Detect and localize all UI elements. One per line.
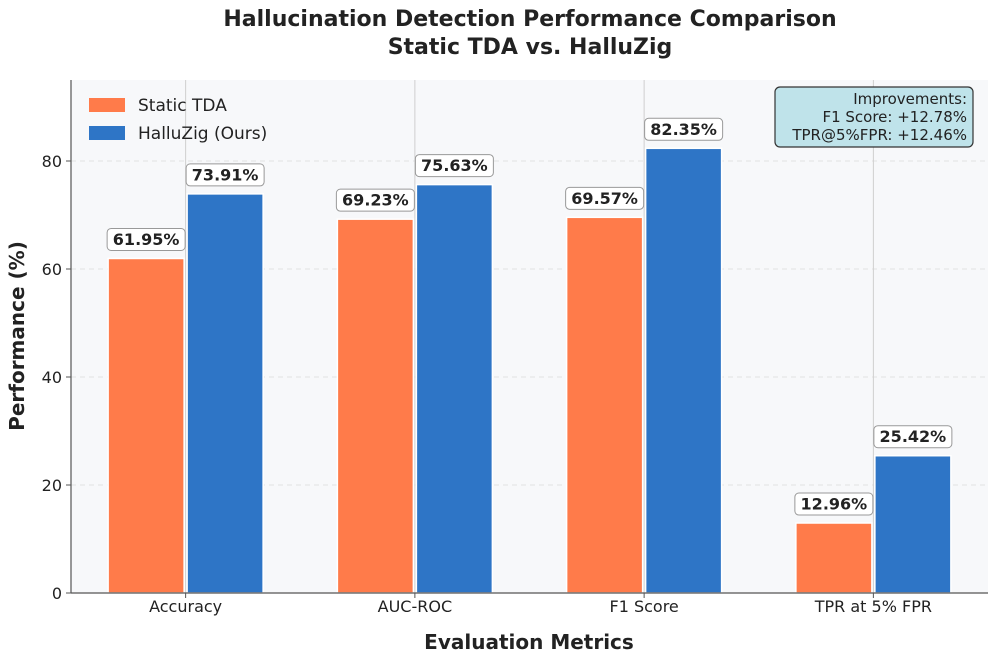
data-label-text: 82.35%	[650, 120, 717, 139]
data-label-text: 69.57%	[571, 189, 638, 208]
legend: Static TDA HalluZig (Ours)	[89, 96, 267, 144]
data-label-box	[185, 163, 265, 187]
legend-swatch-static-tda	[89, 98, 125, 112]
x-tick-label: AUC-ROC	[378, 597, 452, 616]
axes: 0 20 40 60 80 Accuracy AUC-ROC F1 Score TPR at 5…	[42, 80, 988, 616]
data-label-text: 61.95%	[113, 230, 180, 249]
legend-label-halluzig: HalluZig (Ours)	[138, 124, 267, 144]
y-tick-label: 60	[42, 260, 62, 279]
y-tick-label: 40	[42, 368, 62, 387]
bar-static-tda-3	[795, 522, 873, 594]
y-tick-label: 0	[52, 584, 62, 603]
data-label-text: 69.23%	[342, 191, 409, 210]
data-label-box	[794, 492, 874, 516]
annotation-box	[774, 86, 974, 148]
legend-label-static-tda: Static TDA	[138, 96, 227, 116]
y-axis-label: Performance (%)	[5, 241, 29, 431]
data-label-text: 25.42%	[880, 427, 947, 446]
bar-static-tda-0	[107, 257, 185, 594]
bar-halluzig-1	[415, 183, 494, 594]
bar-halluzig-0	[186, 193, 264, 594]
legend-swatch-halluzig	[89, 126, 125, 140]
annotation-line-3: TPR@5%FPR: +12.46%	[791, 126, 967, 144]
bar-halluzig-3	[874, 454, 952, 594]
data-label-box	[565, 186, 645, 210]
data-label: 69.57%	[565, 186, 645, 210]
x-tick-label: Accuracy	[149, 597, 222, 616]
bars	[107, 147, 952, 594]
data-label: 82.35%	[644, 117, 724, 141]
improvements-annotation: Improvements: F1 Score: +12.78% TPR@5%FP…	[774, 86, 974, 148]
data-label-text: 73.91%	[192, 165, 259, 184]
chart-title-line-2: Static TDA vs. HalluZig	[388, 35, 673, 60]
data-label-text: 12.96%	[801, 495, 868, 514]
bar-static-tda-2	[565, 216, 644, 594]
data-label: 25.42%	[873, 425, 953, 449]
data-label: 69.23%	[335, 188, 415, 212]
bar-halluzig-2	[644, 147, 723, 594]
y-tick-label: 20	[42, 476, 62, 495]
annotation-line-2: F1 Score: +12.78%	[822, 108, 967, 126]
x-tick-label: TPR at 5% FPR	[814, 597, 932, 616]
data-label: 75.63%	[414, 154, 494, 178]
x-axis-label: Evaluation Metrics	[424, 630, 634, 654]
bar-static-tda-1	[336, 218, 415, 594]
data-label-box	[335, 188, 415, 212]
annotation-line-1: Improvements:	[853, 90, 967, 108]
y-tick-label: 80	[42, 152, 62, 171]
data-label: 12.96%	[794, 492, 874, 516]
data-label-box	[106, 227, 186, 251]
data-label-text: 75.63%	[421, 156, 488, 175]
chart-title-line-1: Hallucination Detection Performance Comp…	[223, 7, 836, 32]
data-labels: 61.95% 69.23% 69.57% 12.96% 73.91% 75.63% 82.3…	[106, 117, 953, 516]
data-label-box	[644, 117, 724, 141]
data-label: 73.91%	[185, 163, 265, 187]
data-label-box	[873, 425, 953, 449]
x-tick-label: F1 Score	[609, 597, 678, 616]
data-label-box	[414, 154, 494, 178]
data-label: 61.95%	[106, 227, 186, 251]
